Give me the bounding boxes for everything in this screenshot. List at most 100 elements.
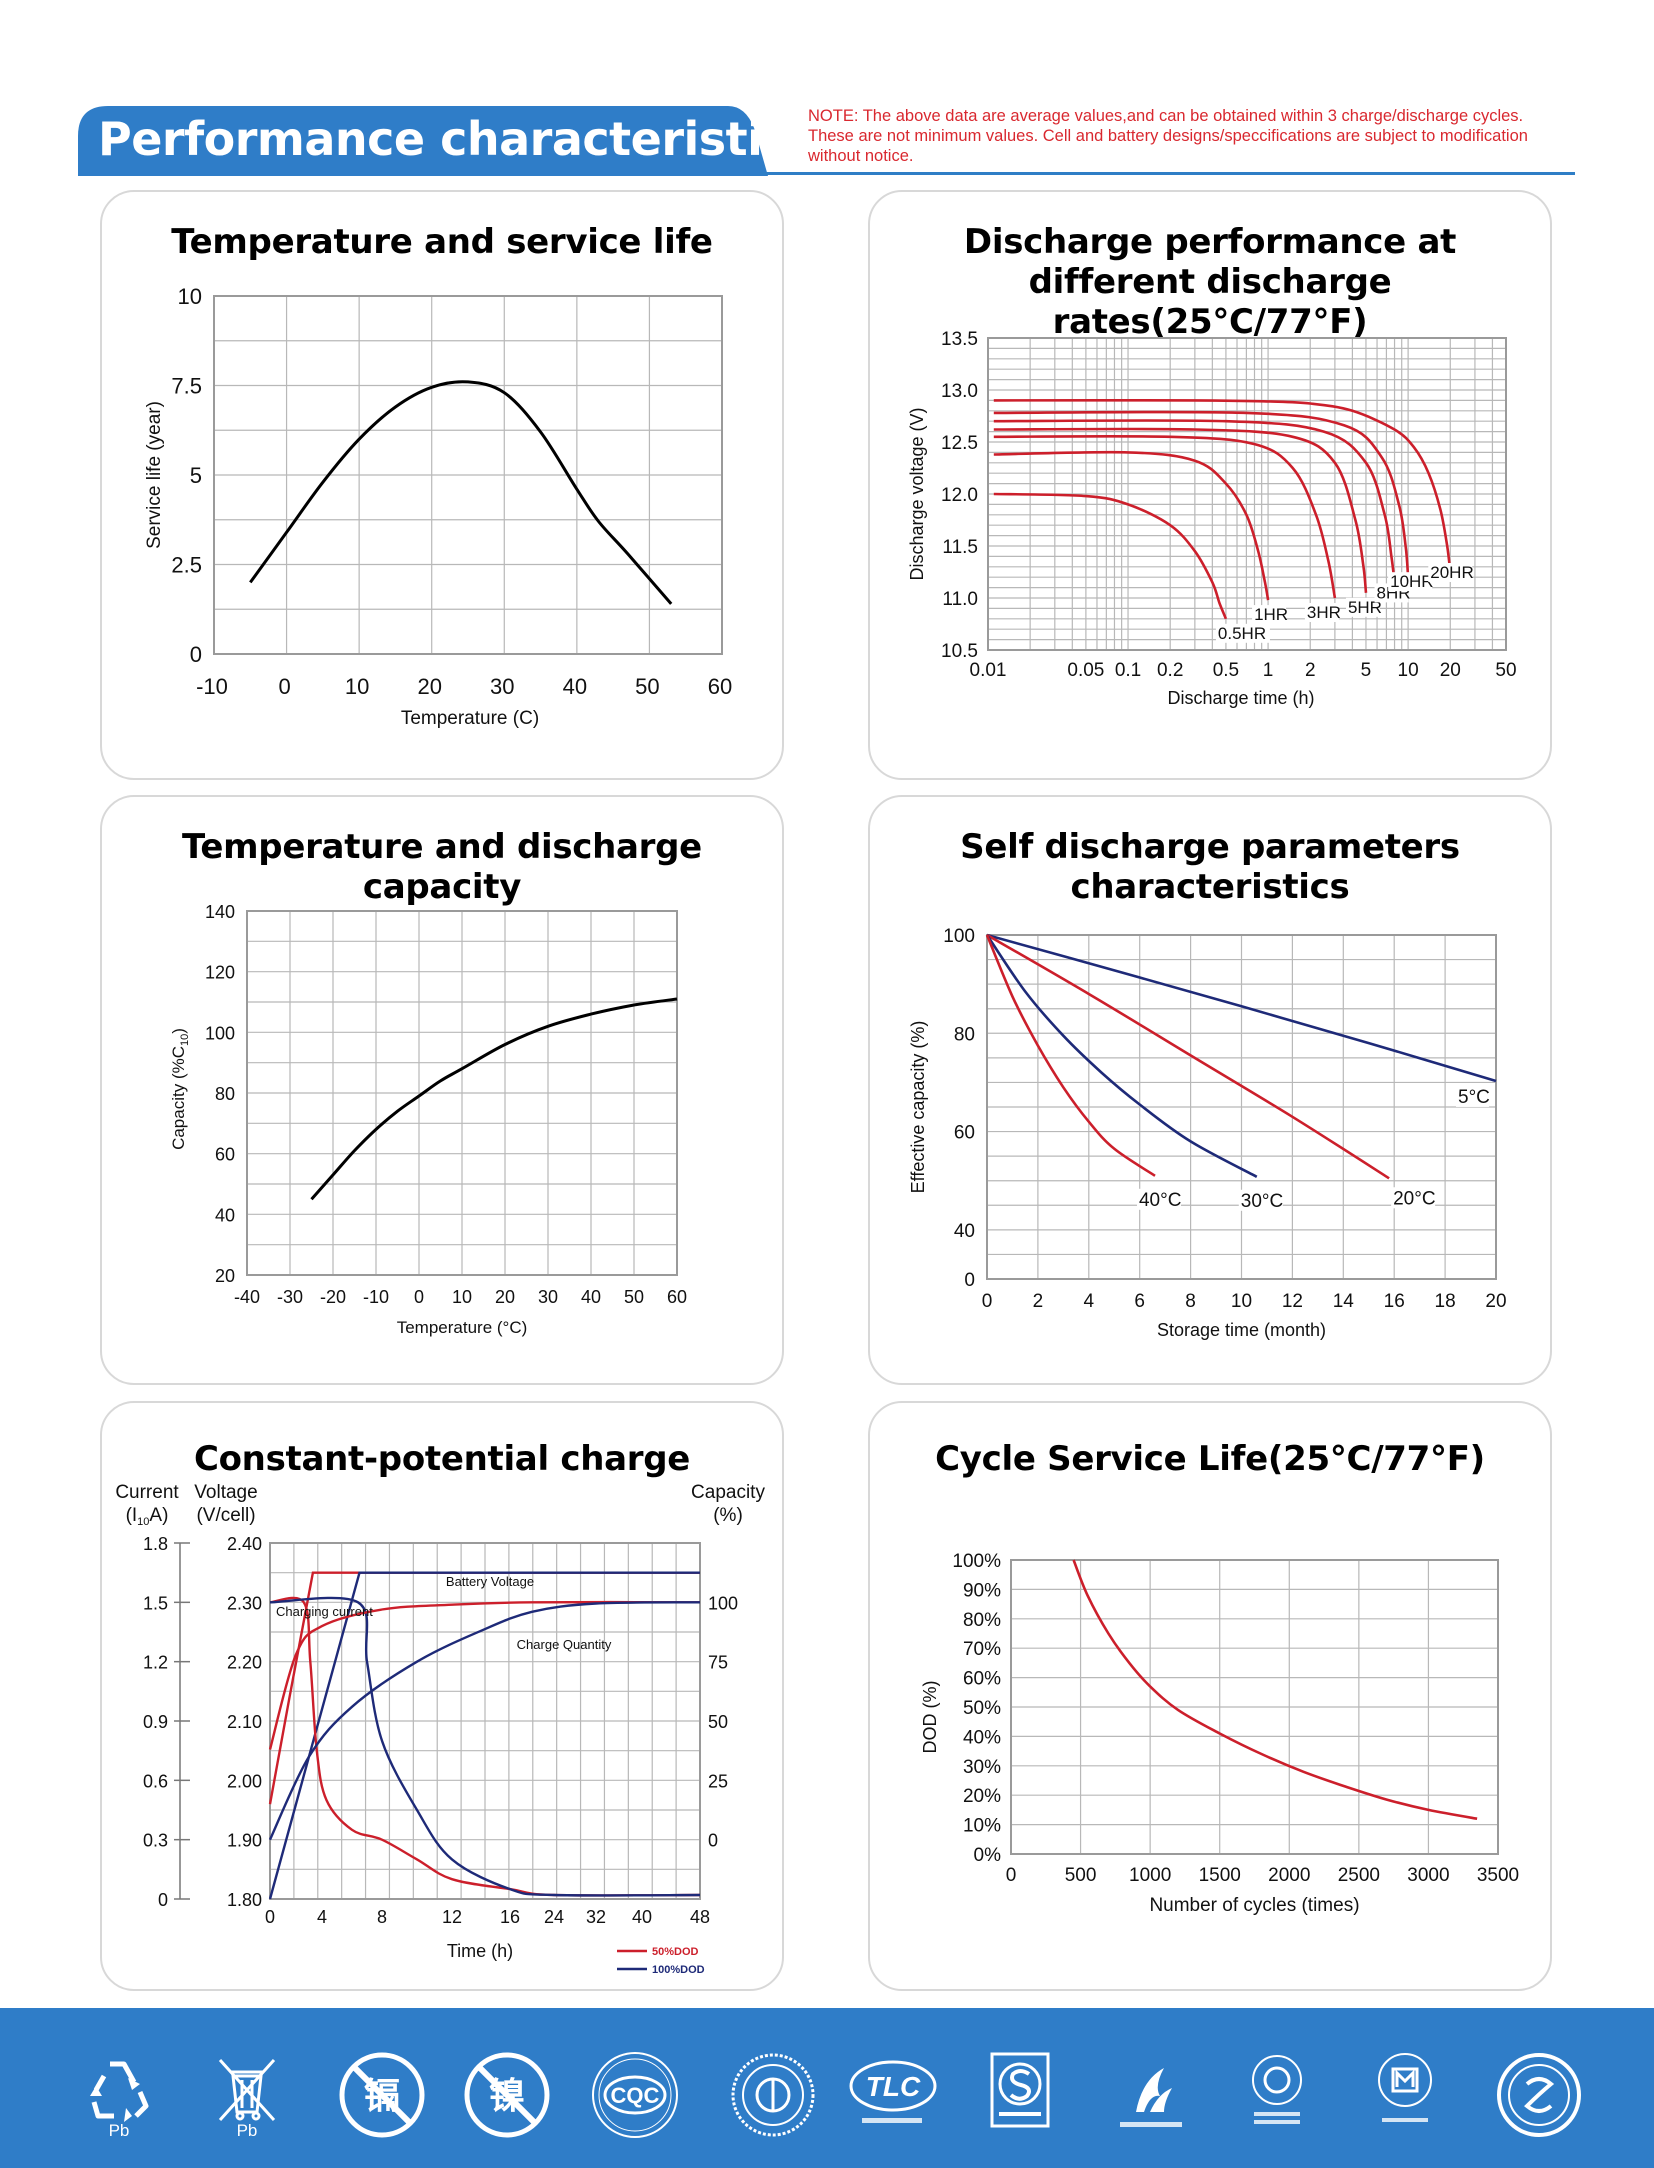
- x-tick-label: 12: [1282, 1291, 1303, 1312]
- x-tick-label: 10: [1231, 1291, 1252, 1312]
- y-tick-label: 60: [215, 1145, 235, 1165]
- chart-title: Discharge performance at: [963, 222, 1457, 262]
- card-constant-charge: Constant-potential charge 0 0.3 0.6 0.9 1.2 1…: [100, 1401, 784, 1991]
- curve-label: 30°C: [1241, 1191, 1283, 1212]
- x-axis-label: Discharge time (h): [1167, 688, 1314, 708]
- quality-s-icon: [975, 2050, 1065, 2140]
- page-title: Performance characteristics: [98, 112, 817, 166]
- x-tick-label: 60: [708, 674, 732, 699]
- x-tick-label: 5: [1361, 660, 1372, 681]
- capacity-axis-title: Capacity: [691, 1482, 765, 1503]
- recycle-pb-label: Pb: [109, 2121, 130, 2140]
- x-tick-label: 2000: [1268, 1865, 1310, 1886]
- y-tick-label: 90%: [963, 1580, 1001, 1601]
- x-tick-label: -10: [363, 1287, 389, 1307]
- discharge-curve: [993, 410, 1410, 578]
- x-axis-label: Time (h): [447, 1941, 513, 1961]
- y-tick-label: 12.0: [941, 485, 978, 506]
- x-tick-label: 1000: [1129, 1865, 1171, 1886]
- card-discharge-rates: Discharge performance at different disch…: [868, 190, 1552, 780]
- plot-frame: [213, 295, 723, 655]
- x-axis-label: Temperature (C): [401, 708, 539, 729]
- temp-capacity-chart: -40 -30 -20 -10 0 10 20 30 40 50 60 20 40 60 80 100 120 1…: [169, 902, 687, 1337]
- voltage-axis-title: Voltage: [194, 1482, 257, 1503]
- y-tick-label: 20%: [963, 1786, 1001, 1807]
- exempt-product-icon: [1360, 2050, 1450, 2140]
- x-tick-label: 0.5: [1213, 660, 1239, 681]
- x-tick-label: -10: [196, 674, 228, 699]
- x-tick-label: -20: [320, 1287, 346, 1307]
- y-axis-label: Effective capacity (%): [908, 1021, 928, 1194]
- capacity-tick-label: 75: [708, 1653, 728, 1673]
- self-discharge-chart: 0 2 4 6 8 10 12 14 16 18 20 0 40 60 80 100 Storage time …: [908, 926, 1507, 1340]
- x-tick-label: 12: [442, 1907, 462, 1927]
- curve-label-bg: [1428, 563, 1473, 582]
- no-cadmium-icon: 镉: [337, 2050, 427, 2140]
- y-tick-label: 80: [215, 1084, 235, 1104]
- voltage-tick-label: 1.80: [227, 1890, 262, 1910]
- x-tick-label: 20: [495, 1287, 515, 1307]
- x-tick-label: 2: [1033, 1291, 1044, 1312]
- current-tick-label: 0: [158, 1890, 168, 1910]
- x-tick-label: 0: [414, 1287, 424, 1307]
- x-tick-label: 8: [377, 1907, 387, 1927]
- voltage-tick-label: 2.40: [227, 1534, 262, 1554]
- x-tick-label: 40: [632, 1907, 652, 1927]
- discharge-curve: [993, 427, 1368, 593]
- disclaimer-note: NOTE: The above data are average values,…: [808, 106, 1588, 166]
- hitech-icon: [1106, 2050, 1196, 2140]
- y-tick-label: 0: [190, 642, 202, 667]
- x-tick-label: 24: [544, 1907, 564, 1927]
- card-cycle-life: Cycle Service Life(25°C/77°F) 0 500 1000 15…: [868, 1401, 1552, 1991]
- certification-footer: Pb Pb 镉 镍 CQC: [0, 2008, 1654, 2168]
- x-tick-label: -40: [234, 1287, 260, 1307]
- y-tick-label: 60%: [963, 1669, 1001, 1690]
- voltage-tick-label: 1.90: [227, 1831, 262, 1851]
- chart-title: Temperature and discharge capacity: [182, 827, 702, 907]
- no-bin-pb-label: Pb: [237, 2121, 258, 2140]
- chart-title: Constant-potential charge: [193, 1439, 691, 1479]
- cycle-life-line: [1072, 1559, 1478, 1820]
- x-tick-label: 50: [1495, 660, 1516, 681]
- capacity-line: [310, 997, 678, 1201]
- x-tick-label: 2: [1305, 660, 1316, 681]
- x-tick-label: 32: [586, 1907, 606, 1927]
- x-tick-label: 0: [1006, 1865, 1017, 1886]
- x-tick-label: 6: [1134, 1291, 1145, 1312]
- chart-title: Temperature and service life: [171, 222, 713, 262]
- x-tick-label: 16: [500, 1907, 520, 1927]
- y-axis-label: Discharge voltage (V): [907, 407, 927, 580]
- curve-label-bg: [1388, 572, 1433, 592]
- discharge-curve: [993, 450, 1270, 601]
- y-tick-label: 30%: [963, 1757, 1001, 1778]
- y-tick-label: 10: [178, 284, 202, 309]
- curve-label-bg: [1391, 1187, 1436, 1209]
- x-tick-label: 3000: [1407, 1865, 1449, 1886]
- x-tick-label: 18: [1435, 1291, 1456, 1312]
- curve-label: 40°C: [1139, 1190, 1181, 1211]
- y-tick-label: 7.5: [171, 374, 202, 399]
- curve-label-bg: [1215, 623, 1270, 643]
- y-axis-label: Service life (year): [144, 401, 165, 549]
- x-tick-label: 16: [1384, 1291, 1405, 1312]
- x-tick-label: 40: [563, 674, 587, 699]
- temp-life-chart: -10 0 10 20 30 40 50 60 0 2.5 5 7.5 10 Temperature (C…: [144, 284, 732, 729]
- curve-label: 20HR: [1430, 563, 1473, 582]
- constant-charge-chart: 0 0.3 0.6 0.9 1.2 1.5 1.8 1.80 1.90 2.00 2.10 2.20 2…: [115, 1482, 765, 1976]
- curve-label: 3HR: [1307, 603, 1341, 622]
- plot-frame: [246, 910, 678, 1276]
- voltage-axis-unit: (V/cell): [196, 1505, 255, 1526]
- capacity-tick-label: 0: [708, 1831, 718, 1851]
- famous-brand-icon: [1494, 2050, 1584, 2140]
- x-tick-label: 3500: [1477, 1865, 1519, 1886]
- capacity-100dod: [268, 1601, 701, 1841]
- y-tick-label: 0: [964, 1270, 975, 1291]
- x-tick-label: 0: [982, 1291, 993, 1312]
- x-tick-label: 48: [690, 1907, 710, 1927]
- certification-seal-icon: [728, 2050, 818, 2140]
- self-discharge-curve: [986, 933, 1390, 1180]
- y-tick-label: 140: [205, 902, 235, 922]
- x-tick-label: 0.01: [970, 660, 1007, 681]
- curve-label: 10HR: [1390, 572, 1433, 591]
- y-tick-label: 40%: [963, 1727, 1001, 1748]
